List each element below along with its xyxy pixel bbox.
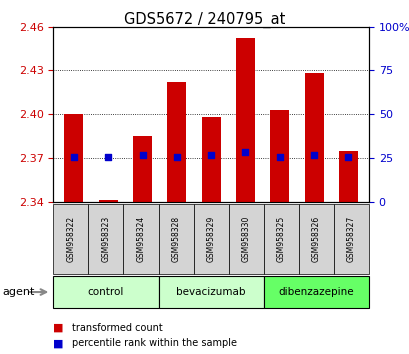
Text: control: control <box>88 287 124 297</box>
Text: GSM958328: GSM958328 <box>171 216 180 262</box>
Text: ■: ■ <box>53 323 64 333</box>
Point <box>173 154 180 159</box>
Text: GSM958322: GSM958322 <box>66 216 75 262</box>
Text: transformed count: transformed count <box>72 323 162 333</box>
Text: GSM958324: GSM958324 <box>136 216 145 262</box>
Point <box>207 152 214 158</box>
Point <box>276 154 282 159</box>
Bar <box>167 82 186 202</box>
Point <box>105 154 111 159</box>
Text: GDS5672 / 240795_at: GDS5672 / 240795_at <box>124 11 285 28</box>
Bar <box>270 110 288 202</box>
Point <box>70 154 77 159</box>
Text: GSM958329: GSM958329 <box>206 216 215 262</box>
Text: GSM958323: GSM958323 <box>101 216 110 262</box>
Text: ■: ■ <box>53 338 64 348</box>
Bar <box>64 114 83 202</box>
Point <box>242 149 248 155</box>
Point <box>344 154 351 159</box>
Text: GSM958327: GSM958327 <box>346 216 355 262</box>
Text: bevacizumab: bevacizumab <box>176 287 245 297</box>
Bar <box>236 38 254 202</box>
Point <box>139 152 146 158</box>
Text: percentile rank within the sample: percentile rank within the sample <box>72 338 236 348</box>
Bar <box>99 200 117 202</box>
Text: agent: agent <box>2 287 34 297</box>
Bar <box>201 117 220 202</box>
Text: GSM958330: GSM958330 <box>241 216 250 262</box>
Point <box>310 152 317 158</box>
Text: dibenzazepine: dibenzazepine <box>278 287 353 297</box>
Text: GSM958326: GSM958326 <box>311 216 320 262</box>
Bar <box>338 151 357 202</box>
Text: GSM958325: GSM958325 <box>276 216 285 262</box>
Bar <box>133 136 152 202</box>
Bar <box>304 73 323 202</box>
